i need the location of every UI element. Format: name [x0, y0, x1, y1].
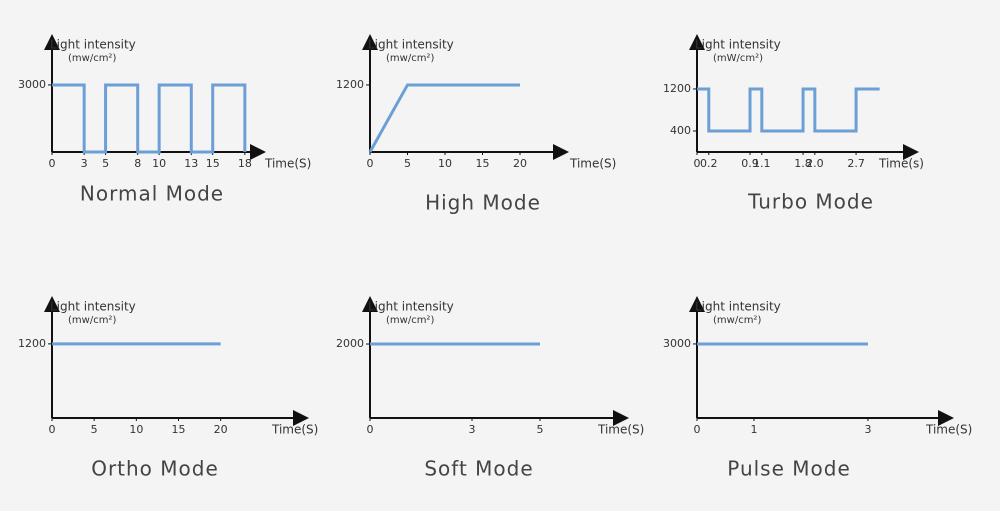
y-label: Light intensity	[50, 38, 136, 52]
x-tick-label: 0	[49, 157, 56, 170]
x-tick-label: 15	[206, 157, 220, 170]
x-tick-label: 0	[367, 157, 374, 170]
y-unit: (mw/cm²)	[68, 315, 116, 326]
x-tick-label: 2.0	[806, 157, 824, 170]
x-tick-label: 3	[469, 423, 476, 436]
x-label: Time(S)	[569, 157, 616, 171]
y-tick-label: 2000	[336, 337, 364, 350]
x-tick-label: 5	[91, 423, 98, 436]
x-tick-label: 2.7	[847, 157, 865, 170]
y-unit: (mW/cm²)	[713, 53, 763, 64]
x-tick-label: 1.8	[794, 157, 812, 170]
x-tick-label: 8	[134, 157, 141, 170]
x-tick-label: 0.9	[741, 157, 759, 170]
x-tick-label: 0	[694, 157, 701, 170]
x-tick-label: 5	[404, 157, 411, 170]
x-tick-label: 10	[129, 423, 143, 436]
x-tick-label: 15	[476, 157, 490, 170]
y-tick-label: 1200	[663, 82, 691, 95]
x-tick-label: 10	[438, 157, 452, 170]
chart-title: Turbo Mode	[747, 190, 874, 214]
x-tick-label: 5	[102, 157, 109, 170]
x-tick-label: 15	[172, 423, 186, 436]
data-line	[368, 83, 520, 153]
y-label: Light intensity	[368, 38, 454, 52]
y-tick-label: 400	[670, 124, 691, 137]
chart-title: Soft Mode	[424, 457, 533, 481]
x-tick-label: 18	[238, 157, 252, 170]
y-unit: (mw/cm²)	[68, 53, 116, 64]
x-tick-label: 3	[81, 157, 88, 170]
chart-title: High Mode	[425, 191, 541, 215]
x-tick-label: 0	[367, 423, 374, 436]
y-label: Light intensity	[368, 300, 454, 314]
data-line	[697, 87, 880, 133]
x-label: Time(S)	[271, 423, 318, 437]
data-line	[52, 83, 247, 154]
chart-title: Ortho Mode	[91, 457, 219, 481]
y-unit: (mw/cm²)	[713, 315, 761, 326]
y-label: Light intensity	[50, 300, 136, 314]
y-label: Light intensity	[695, 300, 781, 314]
x-tick-label: 0.2	[700, 157, 718, 170]
y-tick-label: 3000	[18, 78, 46, 91]
x-tick-label: 1	[750, 423, 757, 436]
y-unit: (mw/cm²)	[386, 53, 434, 64]
x-tick-label: 3	[864, 423, 871, 436]
x-tick-label: 0	[694, 423, 701, 436]
chart-title: Pulse Mode	[727, 457, 851, 481]
y-tick-label: 3000	[663, 337, 691, 350]
chart-title: Normal Mode	[80, 182, 224, 206]
x-tick-label: 10	[152, 157, 166, 170]
y-tick-label: 1200	[336, 78, 364, 91]
x-label: Time(S)	[925, 423, 972, 437]
x-label: Time(S)	[264, 157, 311, 171]
x-tick-label: 20	[513, 157, 527, 170]
x-label: Time(s)	[878, 157, 924, 171]
x-label: Time(S)	[597, 423, 644, 437]
x-tick-label: 20	[214, 423, 228, 436]
x-tick-label: 13	[184, 157, 198, 170]
y-unit: (mw/cm²)	[386, 315, 434, 326]
x-tick-label: 0	[49, 423, 56, 436]
x-tick-label: 5	[537, 423, 544, 436]
y-tick-label: 1200	[18, 337, 46, 350]
y-label: Light intensity	[695, 38, 781, 52]
x-tick-label: 1.1	[753, 157, 771, 170]
